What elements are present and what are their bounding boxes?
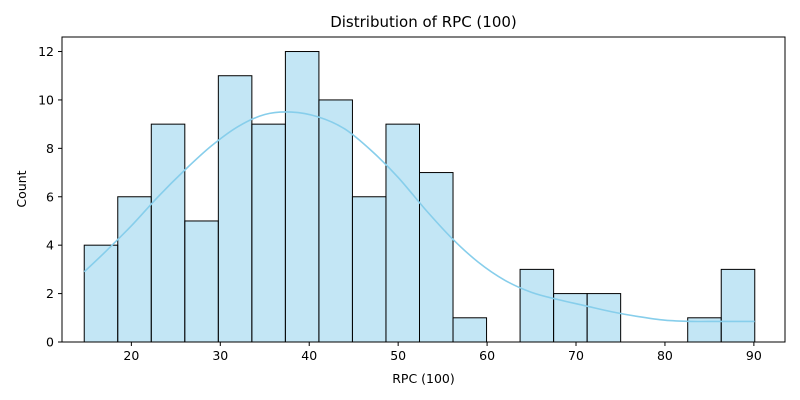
y-axis-title: Count	[14, 170, 29, 207]
histogram-bar	[553, 293, 588, 343]
histogram-bar	[150, 123, 186, 343]
histogram-bar	[284, 51, 320, 343]
histogram-bar	[385, 123, 420, 343]
kde-curve	[83, 111, 755, 323]
histogram-bar	[83, 244, 119, 343]
histogram-bar	[586, 293, 622, 343]
histogram-bar	[251, 123, 286, 343]
x-tick-label: 50	[390, 348, 406, 363]
y-tick-label: 10	[38, 92, 54, 107]
kde-layer	[83, 111, 755, 323]
histogram-bar	[184, 220, 219, 343]
x-axis-title: RPC (100)	[392, 371, 455, 386]
histogram-bar	[351, 196, 387, 343]
axes-layer: 20 30 40 50 60 70 80 90 0 2 4 6 8 10 12	[38, 36, 786, 363]
histogram-bar	[519, 268, 555, 343]
histogram-bar	[720, 268, 756, 343]
x-tick-label: 20	[123, 348, 139, 363]
bars-layer	[83, 51, 756, 343]
x-tick-label: 90	[746, 348, 762, 363]
plot-frame	[61, 36, 786, 343]
x-tick-label: 30	[212, 348, 228, 363]
x-tick-label: 40	[301, 348, 317, 363]
histogram-bar	[217, 75, 253, 343]
histogram-bar	[318, 99, 353, 343]
y-tick-label: 4	[46, 238, 54, 253]
chart-title: Distribution of RPC (100)	[330, 13, 517, 31]
x-tick-label: 60	[479, 348, 495, 363]
histogram-bar	[418, 172, 454, 343]
histogram-bar	[452, 317, 488, 343]
x-tick-label: 70	[568, 348, 584, 363]
y-tick-label: 8	[46, 141, 54, 156]
y-tick-label: 2	[46, 286, 54, 301]
histogram-bar	[117, 196, 152, 343]
y-tick-label: 12	[38, 44, 54, 59]
y-tick-label: 6	[46, 189, 54, 204]
x-tick-label: 80	[657, 348, 673, 363]
y-tick-label: 0	[46, 335, 54, 350]
